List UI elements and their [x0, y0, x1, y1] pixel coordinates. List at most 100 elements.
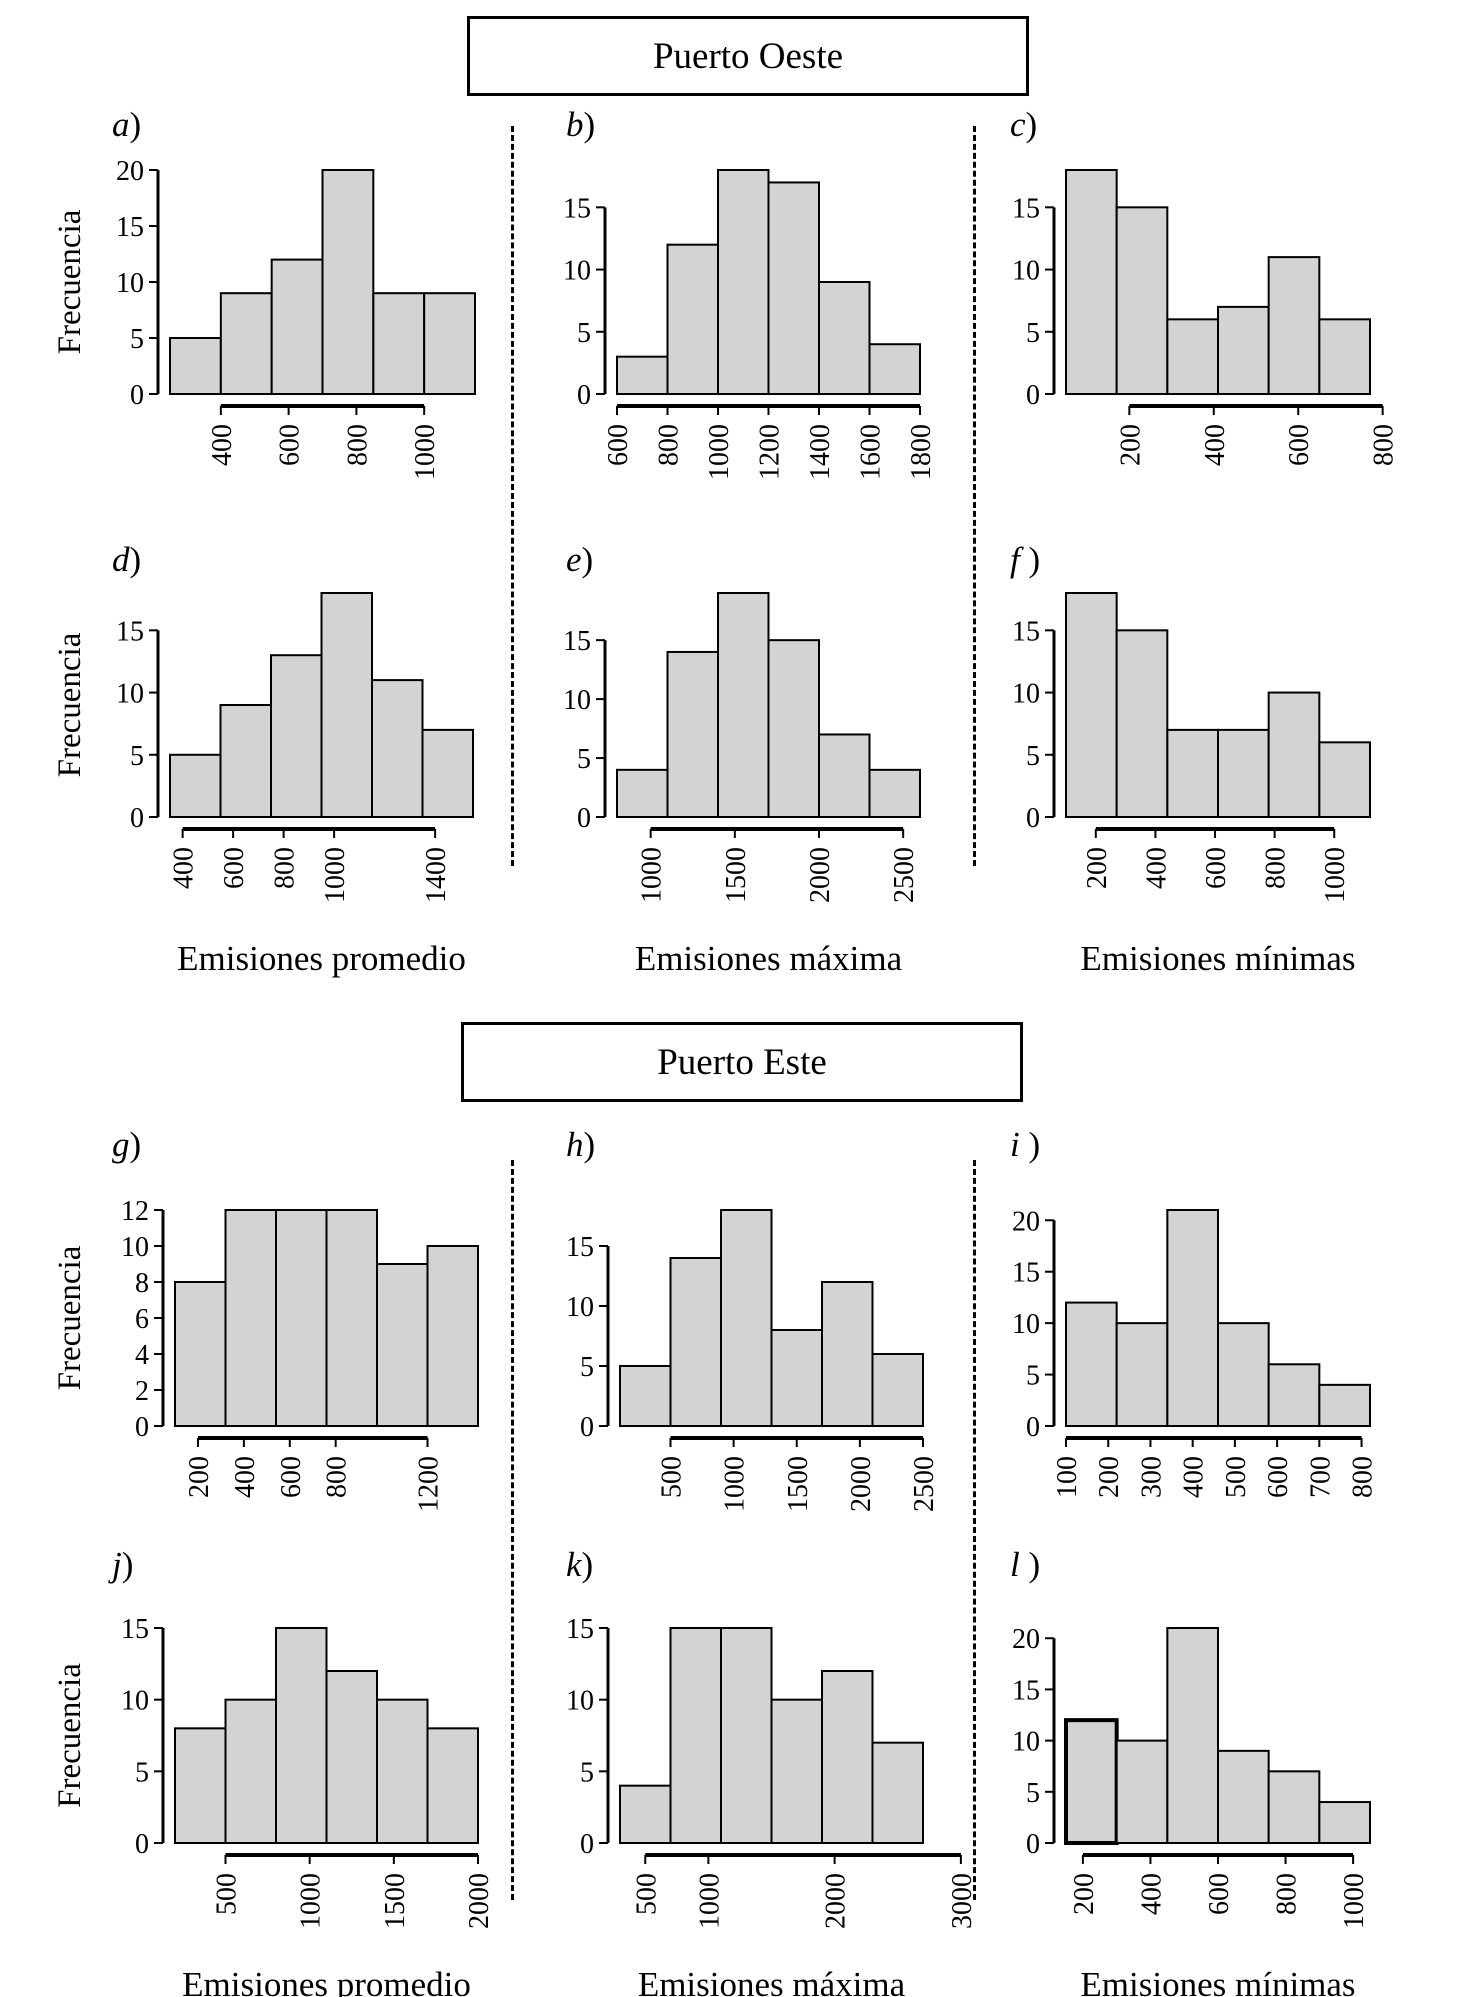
y-axis-title: Frecuencia	[52, 1663, 88, 1808]
panel-paren: )	[584, 105, 596, 144]
x-tick-label: 800	[654, 424, 685, 466]
histogram-bar	[720, 1627, 773, 1844]
histogram-bar	[1065, 169, 1118, 395]
histogram-bar	[1065, 1301, 1118, 1427]
histogram-bar	[1267, 256, 1321, 395]
y-tick-label: 15	[563, 193, 591, 224]
histogram-bar	[321, 169, 375, 395]
x-tick-label: 700	[1305, 1456, 1336, 1498]
histogram-bar	[669, 1257, 722, 1427]
y-tick-label: 4	[135, 1340, 149, 1371]
x-tick-label: 800	[1369, 424, 1400, 466]
y-tick-label: 5	[130, 741, 144, 772]
x-tick-label: 2500	[909, 1456, 940, 1512]
histogram-bar	[224, 1698, 277, 1844]
x-tick-label: 400	[1141, 847, 1172, 889]
histogram-bar	[1318, 318, 1372, 396]
y-axis-title: Frecuencia	[52, 1245, 88, 1390]
panel-paren: )	[122, 1545, 134, 1584]
histogram-bar	[1318, 741, 1372, 818]
x-tick-label: 500	[1221, 1456, 1252, 1498]
histogram-a: 0 5 10 15 20 400 600 800 1000 Frecuencia a)	[52, 105, 476, 480]
y-tick-label: 15	[566, 1614, 594, 1645]
y-tick-label: 0	[580, 1412, 594, 1443]
x-tick-label: 600	[603, 424, 634, 466]
x-tick-label: 1200	[414, 1456, 445, 1512]
x-tick-label: 1000	[1320, 847, 1351, 903]
histogram-bar	[1115, 629, 1169, 818]
x-tick-label: 1400	[421, 847, 452, 903]
panel-label: g)	[112, 1125, 141, 1164]
x-tick-label: 1000	[1339, 1873, 1370, 1929]
panel-letter: g	[112, 1125, 130, 1164]
histogram-c: 0 5 10 15 200 400 600 800 c)	[1010, 105, 1400, 466]
x-axis-title: Emisiones promedio	[182, 1965, 471, 1997]
panel-letter: a	[112, 105, 130, 144]
x-tick-label: 200	[1082, 847, 1113, 889]
histogram-bar	[1166, 1209, 1220, 1427]
panel-paren: )	[130, 540, 142, 579]
y-tick-label: 15	[566, 1232, 594, 1263]
panel-paren: )	[1020, 540, 1040, 579]
y-tick-label: 5	[580, 1757, 594, 1788]
y-tick-label: 20	[1012, 1624, 1040, 1655]
y-tick-label: 15	[563, 626, 591, 657]
x-tick-label: 600	[276, 1456, 307, 1498]
histogram-bar	[666, 650, 719, 819]
y-tick-label: 0	[1026, 1829, 1040, 1860]
y-tick-label: 5	[577, 318, 591, 349]
panel-label: j)	[108, 1545, 133, 1584]
panel-letter: c	[1010, 105, 1026, 144]
x-tick-label: 2000	[846, 1456, 877, 1512]
column-divider-left-bottom	[511, 1160, 514, 1900]
histogram-bar	[871, 1741, 924, 1844]
histogram-bar	[868, 343, 921, 396]
panel-label: e)	[566, 540, 593, 579]
y-tick-label: 20	[1012, 1206, 1040, 1237]
histogram-bar	[325, 1670, 378, 1844]
x-tick-label: 600	[1204, 1873, 1235, 1915]
y-tick-label: 15	[1012, 1258, 1040, 1289]
histogram-bar	[666, 243, 719, 395]
panel-paren: )	[584, 1125, 596, 1164]
x-tick-label: 200	[184, 1456, 215, 1498]
x-tick-label: 1000	[320, 847, 351, 903]
histogram-bar	[219, 292, 273, 396]
histogram-bar	[372, 292, 426, 396]
x-tick-label: 2500	[889, 847, 920, 903]
y-tick-label: 8	[135, 1268, 149, 1299]
histogram-bar	[1115, 206, 1169, 395]
y-tick-label: 0	[580, 1829, 594, 1860]
histogram-j: 0 5 10 15 500 1000 1500 2000 Frecuencia Emisiones…	[52, 1545, 495, 1997]
x-axis-title: Emisiones máxima	[635, 939, 903, 978]
histogram-bar	[1166, 318, 1220, 396]
panel-paren: )	[130, 1125, 142, 1164]
y-tick-label: 15	[116, 616, 144, 647]
x-tick-label: 200	[1115, 424, 1146, 466]
section-title-east: Puerto Este	[461, 1022, 1023, 1102]
x-tick-label: 200	[1094, 1456, 1125, 1498]
panel-letter: j	[108, 1545, 122, 1584]
x-tick-label: 1000	[720, 1456, 751, 1512]
x-tick-label: 400	[207, 424, 238, 466]
y-tick-label: 10	[121, 1232, 149, 1263]
x-tick-label: 1000	[637, 847, 668, 903]
panel-paren: )	[1020, 1125, 1040, 1164]
y-tick-label: 6	[135, 1304, 149, 1335]
histogram-bar	[767, 639, 820, 818]
histogram-bar	[371, 679, 424, 818]
y-tick-label: 5	[577, 744, 591, 775]
y-tick-label: 0	[130, 803, 144, 834]
panel-paren: )	[1020, 1545, 1040, 1584]
histogram-bar	[169, 337, 222, 395]
histogram-bar	[821, 1281, 874, 1427]
histogram-g: 0 2 4 6 8 10 12 200 400 600 800 1200 Frecuencia g)	[52, 1125, 479, 1512]
histogram-bar	[275, 1209, 328, 1427]
y-tick-label: 5	[580, 1352, 594, 1383]
histogram-bar	[818, 281, 871, 395]
x-tick-label: 400	[1200, 424, 1231, 466]
x-tick-label: 3000	[947, 1873, 978, 1929]
histogram-bar	[325, 1209, 378, 1427]
